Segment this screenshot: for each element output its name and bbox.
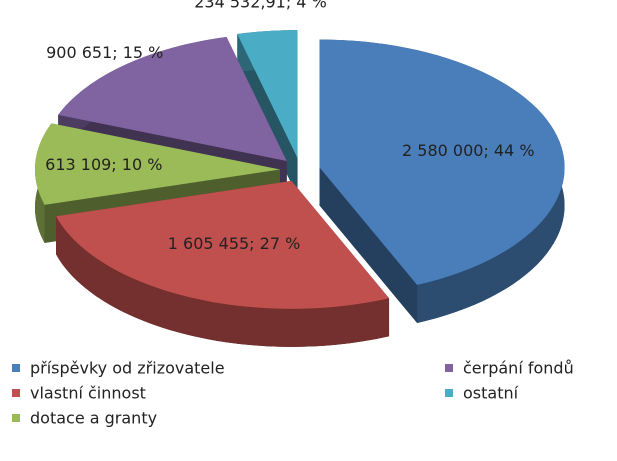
slice-top	[56, 180, 390, 309]
slice-top	[319, 39, 565, 285]
data-label: 1 605 455; 27 %	[168, 234, 301, 253]
slice	[56, 180, 390, 347]
legend-label: příspěvky od zřizovatele	[30, 359, 225, 378]
slice-wall	[56, 216, 390, 347]
legend-label: ostatní	[463, 384, 519, 403]
data-label: 234 532,91; 4 %	[194, 0, 327, 12]
legend-label: vlastní činnost	[30, 384, 146, 403]
data-label: 2 580 000; 44 %	[402, 141, 535, 160]
legend-swatch	[445, 364, 453, 372]
legend-label: dotace a granty	[30, 409, 157, 428]
slice	[319, 39, 565, 323]
slice-top	[237, 30, 298, 159]
slice-side	[319, 167, 418, 323]
slice-top	[35, 123, 281, 205]
data-label: 613 109; 10 %	[45, 155, 162, 174]
legend-swatch	[12, 389, 20, 397]
legend-label: čerpání fondů	[463, 359, 574, 378]
legend-swatch	[12, 364, 20, 372]
legend-swatch	[12, 414, 20, 422]
slice-top	[58, 36, 287, 162]
legend-swatch	[445, 389, 453, 397]
data-label: 900 651; 15 %	[46, 43, 163, 62]
